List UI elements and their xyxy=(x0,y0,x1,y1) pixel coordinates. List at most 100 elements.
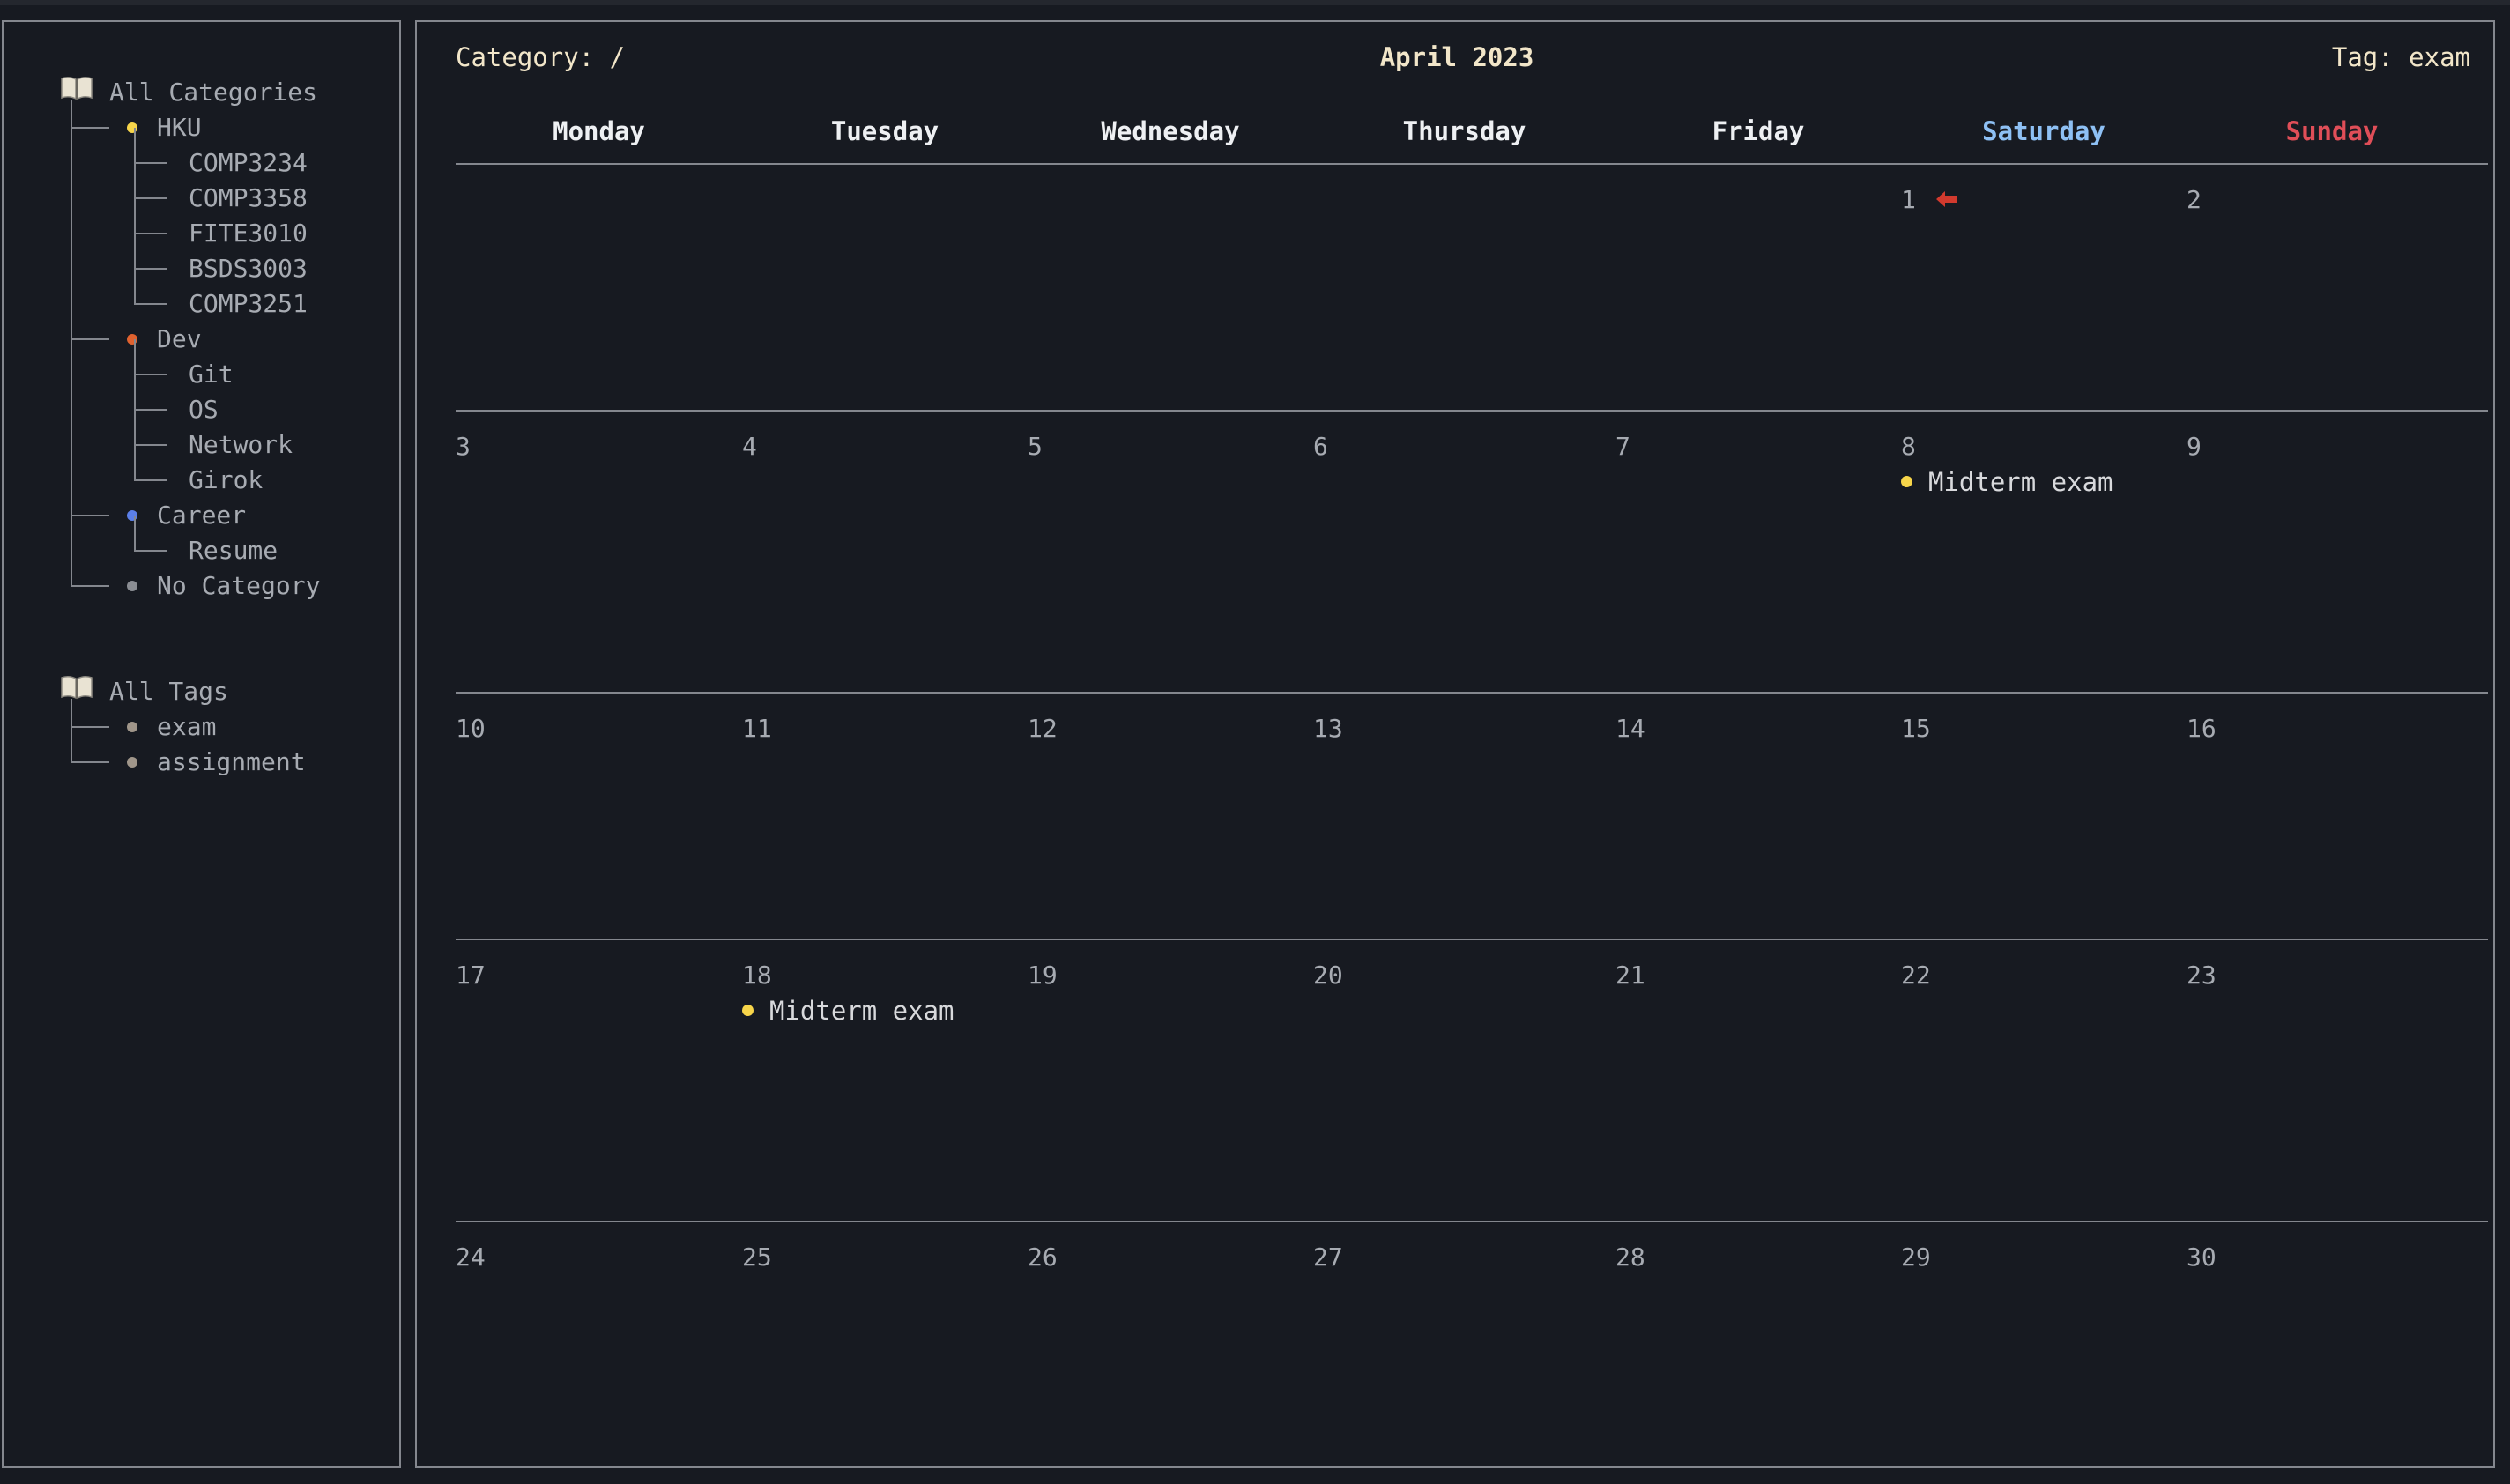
tree-trunk xyxy=(71,100,72,587)
left-arrow-icon xyxy=(1934,189,1959,212)
tag-label: assignment xyxy=(157,747,306,776)
day-cell[interactable]: 22 xyxy=(1901,940,2187,1221)
day-cell[interactable]: 10 xyxy=(456,694,742,939)
day-number: 28 xyxy=(1615,1243,1645,1272)
day-number: 1 xyxy=(1901,185,1916,214)
day-cell[interactable]: 3 xyxy=(456,412,742,692)
tree-header-label: All Categories xyxy=(109,78,318,107)
subcategory-label: OS xyxy=(189,395,219,424)
week-divider xyxy=(456,163,2488,165)
event-title: Midterm exam xyxy=(769,996,954,1026)
subcategory-label: FITE3010 xyxy=(189,219,308,248)
tree-branch xyxy=(71,515,109,516)
subcategory-label: COMP3234 xyxy=(189,148,308,177)
day-cell[interactable]: 27 xyxy=(1313,1222,1615,1470)
day-number: 11 xyxy=(742,714,772,743)
tree-branch xyxy=(71,761,109,763)
tag-filter-label: Tag: exam xyxy=(2331,42,2470,72)
weekday-header-friday: Friday xyxy=(1712,116,1805,146)
subcategory-label: BSDS3003 xyxy=(189,254,308,283)
event-title: Midterm exam xyxy=(1928,467,2113,497)
tree-branch xyxy=(71,726,109,728)
day-cell[interactable]: 21 xyxy=(1615,940,1901,1221)
day-number: 4 xyxy=(742,432,757,461)
day-cell[interactable]: 2 xyxy=(2187,165,2477,410)
day-cell[interactable]: 23 xyxy=(2187,940,2477,1221)
day-cell[interactable]: 17 xyxy=(456,940,742,1221)
event-item[interactable]: Midterm exam xyxy=(1901,464,2113,500)
subcategory-label: Network xyxy=(189,430,293,459)
day-number: 21 xyxy=(1615,961,1645,990)
tree-branch xyxy=(71,338,109,340)
day-cell[interactable] xyxy=(456,165,742,410)
day-cell[interactable]: 13 xyxy=(1313,694,1615,939)
day-cell[interactable]: 24 xyxy=(456,1222,742,1470)
day-number: 16 xyxy=(2187,714,2217,743)
book-icon xyxy=(60,75,93,111)
weekday-header-monday: Monday xyxy=(553,116,645,146)
week-divider xyxy=(456,939,2488,940)
day-number: 14 xyxy=(1615,714,1645,743)
subcategory-label: COMP3251 xyxy=(189,289,308,318)
day-number: 7 xyxy=(1615,432,1630,461)
day-cell[interactable]: 20 xyxy=(1313,940,1615,1221)
day-cell[interactable]: 25 xyxy=(742,1222,1028,1470)
tag-label: exam xyxy=(157,712,217,741)
day-number: 24 xyxy=(456,1243,486,1272)
day-cell[interactable]: 18 xyxy=(742,940,1028,1221)
day-cell[interactable]: 1 xyxy=(1901,165,2187,410)
day-cell[interactable]: 28 xyxy=(1615,1222,1901,1470)
day-cell[interactable]: 14 xyxy=(1615,694,1901,939)
tree-branch xyxy=(71,127,109,129)
day-number: 6 xyxy=(1313,432,1328,461)
day-number: 20 xyxy=(1313,961,1343,990)
day-cell[interactable]: 8 xyxy=(1901,412,2187,692)
day-number: 3 xyxy=(456,432,471,461)
tree-branch xyxy=(134,409,167,411)
day-cell[interactable]: 6 xyxy=(1313,412,1615,692)
day-cell[interactable] xyxy=(1028,165,1313,410)
week-divider xyxy=(456,410,2488,412)
day-cell[interactable] xyxy=(742,165,1028,410)
day-cell[interactable]: 15 xyxy=(1901,694,2187,939)
day-number: 30 xyxy=(2187,1243,2217,1272)
day-cell[interactable] xyxy=(1615,165,1901,410)
tree-branch xyxy=(134,479,167,481)
week-divider xyxy=(456,692,2488,694)
calendar-panel: Category: / April 2023 Tag: exam Monday T… xyxy=(415,20,2495,1468)
day-number: 22 xyxy=(1901,961,1931,990)
category-filter-label: Category: / xyxy=(456,42,626,72)
window-top-bar xyxy=(0,0,2510,5)
tree-trunk xyxy=(71,699,72,763)
day-number: 18 xyxy=(742,961,772,990)
category-dot xyxy=(127,334,137,345)
day-cell[interactable]: 9 xyxy=(2187,412,2477,692)
day-cell[interactable]: 7 xyxy=(1615,412,1901,692)
day-cell[interactable]: 26 xyxy=(1028,1222,1313,1470)
tree-trunk xyxy=(134,128,136,304)
event-item[interactable]: Midterm exam xyxy=(742,993,954,1028)
day-cell[interactable]: 29 xyxy=(1901,1222,2187,1470)
day-cell[interactable]: 16 xyxy=(2187,694,2477,939)
weekday-header-wednesday: Wednesday xyxy=(1101,116,1240,146)
day-cell[interactable]: 12 xyxy=(1028,694,1313,939)
subcategory-label: Resume xyxy=(189,536,278,565)
day-number: 25 xyxy=(742,1243,772,1272)
event-dot xyxy=(1901,475,1912,487)
tree-branch xyxy=(134,550,167,552)
day-cell[interactable] xyxy=(1313,165,1615,410)
tag-dot xyxy=(127,722,137,732)
day-number: 12 xyxy=(1028,714,1058,743)
tree-branch xyxy=(134,268,167,270)
day-cell[interactable]: 11 xyxy=(742,694,1028,939)
day-cell[interactable]: 5 xyxy=(1028,412,1313,692)
day-cell[interactable]: 4 xyxy=(742,412,1028,692)
day-cell[interactable]: 30 xyxy=(2187,1222,2477,1470)
sidebar: All Categories HKU COMP3234 COMP3358 FITE301… xyxy=(2,20,401,1468)
day-number: 15 xyxy=(1901,714,1931,743)
tree-branch xyxy=(134,374,167,375)
category-label: No Category xyxy=(157,571,321,600)
subcategory-label: Git xyxy=(189,360,234,389)
category-dot xyxy=(127,510,137,521)
day-cell[interactable]: 19 xyxy=(1028,940,1313,1221)
